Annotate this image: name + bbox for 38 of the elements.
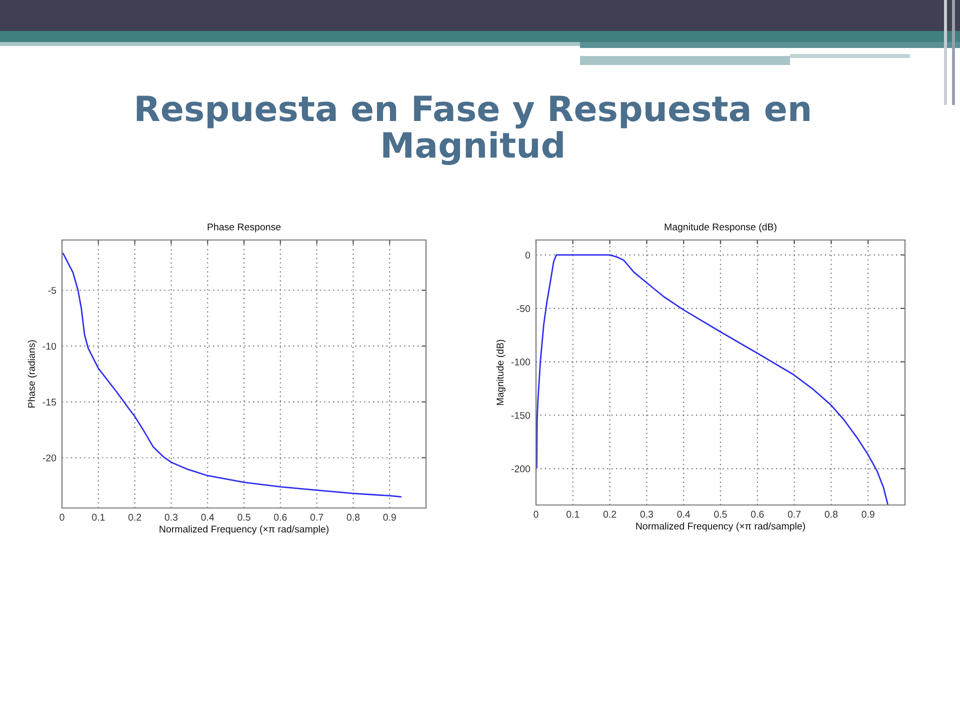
y-tick-label: -10 <box>42 342 56 350</box>
line-series <box>62 252 402 498</box>
x-tick-label: 0.1 <box>566 510 580 518</box>
chart-title: Phase Response <box>208 223 281 232</box>
x-tick-label: 0.6 <box>274 514 287 521</box>
chart-title: Magnitude Response (dB) <box>664 223 776 232</box>
y-tick-label: -50 <box>516 305 530 312</box>
y-axis-title: Magnitude (dB) <box>496 340 506 405</box>
x-axis-title: Normalized Frequency (×π rad/sample) <box>160 525 328 534</box>
x-axis-title: Normalized Frequency (×π rad/sample) <box>636 522 805 532</box>
x-tick-label: 0.6 <box>751 510 764 518</box>
line-series <box>536 254 888 505</box>
x-tick-label: 0.3 <box>640 510 654 518</box>
x-tick-label: 0.4 <box>677 510 690 518</box>
x-tick-label: 0 <box>60 514 64 521</box>
y-tick-label: -100 <box>511 358 530 366</box>
y-tick-label: -20 <box>42 454 56 462</box>
x-tick-label: 0.8 <box>346 514 360 521</box>
x-tick-label: 0.5 <box>238 514 250 521</box>
x-tick-label: 0.2 <box>128 514 142 521</box>
x-tick-label: 0.9 <box>383 514 396 521</box>
x-tick-label: 0.9 <box>862 510 874 518</box>
y-axis-title: Phase (radians) <box>28 340 37 408</box>
x-tick-label: 0.2 <box>603 510 616 518</box>
x-tick-label: 0.5 <box>714 510 727 518</box>
y-tick-label: -15 <box>42 398 56 406</box>
x-tick-label: 0 <box>534 510 538 518</box>
y-tick-label: -200 <box>511 465 530 472</box>
x-tick-label: 0.4 <box>201 514 214 521</box>
y-tick-label: -150 <box>511 412 530 419</box>
x-tick-label: 0.3 <box>164 514 178 521</box>
x-tick-label: 0.8 <box>824 510 838 518</box>
x-tick-label: 0.7 <box>310 514 324 521</box>
y-tick-label: -5 <box>48 287 56 294</box>
y-tick-label: 0 <box>525 252 530 259</box>
x-tick-label: 0.1 <box>92 514 105 521</box>
x-tick-label: 0.7 <box>788 510 801 518</box>
text: Respuesta en Fase y Respuesta en Magnitud <box>136 96 810 166</box>
